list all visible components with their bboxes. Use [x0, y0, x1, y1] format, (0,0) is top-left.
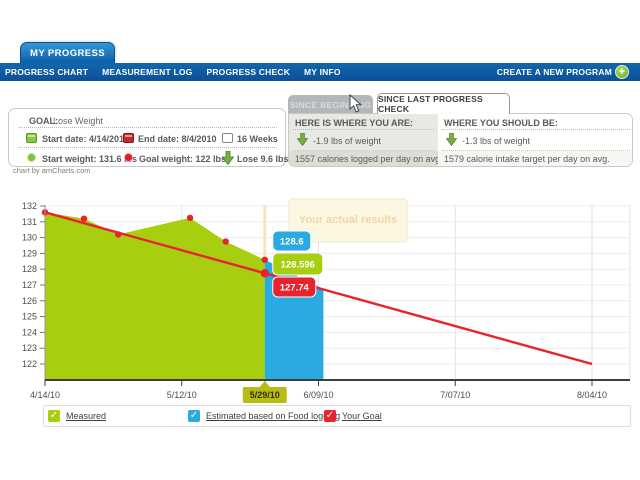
measured-bullet — [186, 214, 194, 222]
measured-bullet — [80, 215, 88, 222]
legend-label[interactable]: Your Goal — [342, 411, 382, 421]
goal-dates-row: Start date: 4/14/2010 End date: 8/4/2010… — [19, 129, 278, 148]
down-arrow-icon — [222, 151, 234, 165]
weight-change-target: -1.3 lbs of weight — [462, 136, 531, 146]
x-tick-label: 4/14/10 — [30, 390, 60, 400]
value-balloon-text: 127.74 — [280, 283, 310, 294]
start-date-calendar-icon — [26, 133, 37, 143]
y-tick-label: 124 — [22, 327, 37, 337]
goal-panel: GOAL: Lose Weight Start date: 4/14/2010 … — [8, 108, 289, 167]
measured-area — [45, 212, 265, 380]
y-tick-label: 131 — [22, 217, 37, 227]
legend-label[interactable]: Estimated based on Food logging — [206, 411, 341, 421]
start-date: Start date: 4/14/2010 — [42, 134, 130, 144]
value-balloon-text: 128.6 — [280, 237, 304, 248]
x-tick-label: 5/12/10 — [167, 390, 197, 400]
tooltip-box — [288, 198, 408, 243]
checkbox-checked-icon[interactable]: ✓ — [324, 410, 336, 422]
weight-change-actual: -1.9 lbs of weight — [313, 136, 382, 146]
y-tick-label: 130 — [22, 233, 37, 243]
down-arrow-icon — [297, 133, 308, 146]
start-weight: Start weight: 131.6 lbs — [42, 154, 138, 164]
goal-title-row: GOAL: Lose Weight — [19, 114, 277, 128]
x-tick-label: 8/04/10 — [577, 390, 607, 400]
chart-legend: ✓ Measured ✓ Estimated based on Food log… — [43, 405, 631, 427]
y-tick-label: 128 — [22, 264, 37, 274]
nav-progress-chart[interactable]: PROGRESS CHART — [5, 67, 89, 77]
legend-item-estimated[interactable]: ✓ Estimated based on Food logging — [188, 410, 340, 422]
y-tick-label: 122 — [22, 359, 37, 369]
y-tick-label: 129 — [22, 248, 37, 258]
y-tick-label: 132 — [22, 201, 37, 211]
goal-weights-row: Start weight: 131.6 lbs Goal weight: 122… — [19, 149, 289, 167]
value-balloon — [272, 252, 324, 276]
legend-item-measured[interactable]: ✓ Measured — [48, 410, 106, 422]
calorie-target: 1579 calorie intake target per day on av… — [438, 151, 632, 166]
divider — [442, 129, 630, 130]
legend-label[interactable]: Measured — [66, 411, 107, 421]
value-balloon — [272, 230, 312, 252]
checkbox-checked-icon[interactable]: ✓ — [188, 410, 200, 422]
divider — [442, 150, 630, 151]
y-tick-label: 123 — [22, 343, 37, 353]
goal-weight-dot-icon — [124, 153, 133, 162]
nav-measurement-log[interactable]: MEASUREMENT LOG — [102, 67, 193, 77]
divider — [293, 129, 434, 130]
where-you-should-be-column: WHERE YOU SHOULD BE: -1.3 lbs of weight … — [438, 114, 632, 166]
goal-hover-bullet — [260, 269, 269, 278]
end-date: End date: 8/4/2010 — [138, 134, 217, 144]
mouse-cursor-icon — [349, 94, 363, 113]
goal-weight: Goal weight: 122 lbs — [139, 154, 227, 164]
highlighted-date-balloon — [242, 387, 287, 403]
nav-my-info[interactable]: MY INFO — [304, 67, 341, 77]
goal-value: Lose Weight — [53, 116, 103, 126]
measured-bullet — [261, 256, 268, 263]
duration: 16 Weeks — [237, 134, 278, 144]
start-weight-dot-icon — [27, 153, 36, 162]
y-tick-label: 126 — [22, 296, 37, 306]
tooltip-text: Your actual results — [299, 214, 397, 226]
highlighted-date-pointer — [258, 381, 271, 388]
tab-since-last-progress-check[interactable]: SINCE LAST PROGRESS CHECK — [377, 93, 510, 114]
goal-label: GOAL: — [29, 116, 58, 126]
value-balloon-text: 128.596 — [281, 260, 315, 271]
measured-bullet — [115, 231, 122, 238]
measured-bullet — [222, 238, 229, 245]
calories-logged: 1557 calories logged per day on avg. — [289, 151, 443, 166]
legend-item-your-goal[interactable]: ✓ Your Goal — [324, 410, 382, 422]
goal-line — [44, 211, 593, 366]
amcharts-credits: chart by amCharts.com — [13, 166, 91, 175]
y-tick-label: 127 — [22, 280, 37, 290]
create-new-program-link[interactable]: CREATE A NEW PROGRAM — [496, 67, 612, 77]
lose-amount: Lose 9.6 lbs — [237, 154, 289, 164]
value-balloon — [272, 276, 317, 298]
x-tick-label: 7/07/10 — [440, 390, 470, 400]
main-navbar: PROGRESS CHART MEASUREMENT LOG PROGRESS … — [0, 63, 640, 81]
where-you-should-be-header: WHERE YOU SHOULD BE: — [444, 118, 558, 128]
checkbox-checked-icon[interactable]: ✓ — [48, 410, 60, 422]
y-tick-label: 125 — [22, 312, 37, 322]
divider — [293, 150, 434, 151]
nav-progress-check[interactable]: PROGRESS CHECK — [206, 67, 291, 77]
plus-circle-icon[interactable]: + — [615, 65, 629, 79]
progress-check-panel: HERE IS WHERE YOU ARE: -1.9 lbs of weigh… — [288, 113, 633, 167]
duration-calendar-icon — [222, 133, 233, 143]
where-you-are-column: HERE IS WHERE YOU ARE: -1.9 lbs of weigh… — [289, 114, 443, 166]
tab-my-progress[interactable]: MY PROGRESS — [20, 42, 115, 63]
x-tick-label-highlighted: 5/29/10 — [250, 390, 280, 400]
down-arrow-icon — [446, 133, 457, 146]
x-tick-label: 6/09/10 — [303, 390, 333, 400]
end-date-calendar-icon — [123, 133, 134, 143]
where-you-are-header: HERE IS WHERE YOU ARE: — [295, 118, 414, 128]
